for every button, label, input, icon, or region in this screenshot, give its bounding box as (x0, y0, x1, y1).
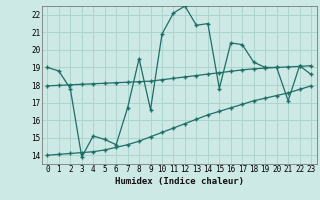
X-axis label: Humidex (Indice chaleur): Humidex (Indice chaleur) (115, 177, 244, 186)
